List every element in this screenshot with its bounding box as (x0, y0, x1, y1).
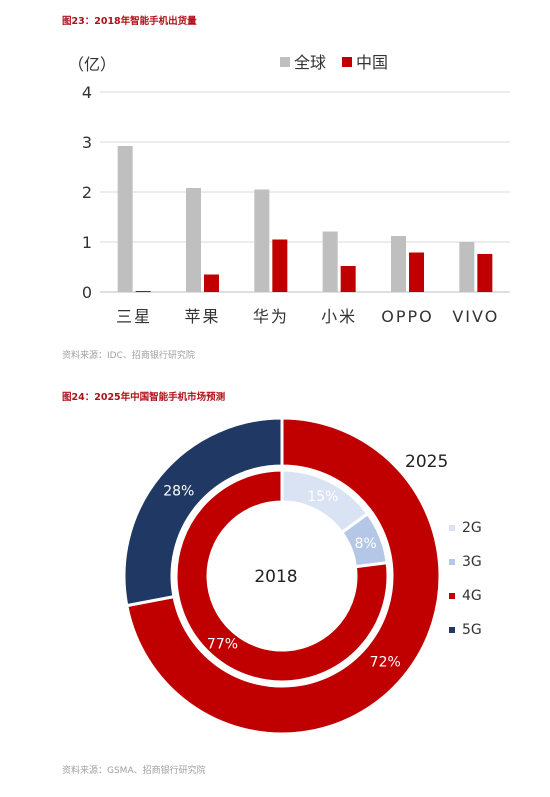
legend-label: 中国 (356, 53, 388, 72)
y-axis-label: （亿） (68, 55, 116, 74)
figure-23-source: 资料来源：IDC、招商银行研究院 (62, 351, 195, 361)
legend-swatch (449, 627, 455, 633)
bar-global (117, 146, 133, 292)
bar-global (391, 236, 406, 292)
x-tick-label: 三星 (116, 307, 152, 326)
legend-label: 3G (462, 554, 482, 570)
inner-ring-label: 2018 (254, 567, 297, 587)
x-tick-label: OPPO (381, 307, 433, 326)
legend-label: 2G (462, 520, 482, 536)
outer-ring-segment (125, 416, 442, 736)
y-tick-label: 2 (82, 183, 92, 202)
legend-label: 5G (462, 622, 482, 638)
bar-china (409, 252, 424, 292)
bar-china (477, 254, 493, 292)
outer-ring-label: 2025 (405, 452, 448, 472)
y-tick-label: 4 (82, 83, 92, 102)
inner-ring-value-label: 8% (355, 536, 377, 552)
bar-global (254, 189, 270, 292)
bar-global (459, 242, 475, 292)
inner-ring-value-label: 15% (307, 489, 338, 505)
legend-swatch (449, 559, 455, 565)
outer-ring-segment (122, 416, 284, 608)
y-tick-label: 1 (82, 233, 92, 252)
outer-ring-value-label: 28% (163, 484, 194, 500)
outer-ring-value-label: 72% (370, 654, 401, 670)
figure-24-source: 资料来源：GSMA、招商银行研究院 (62, 766, 206, 776)
legend-swatch (342, 57, 352, 67)
bar-china (340, 266, 356, 292)
x-tick-label: VIVO (452, 307, 499, 326)
x-tick-label: 苹果 (184, 307, 220, 326)
bar-chart: 0 1 2 3 4 （亿） 三星 苹果 华为 小米 OPPO VIVO 全球 中国 (68, 53, 510, 326)
bar-global (186, 188, 201, 292)
bar-global (322, 231, 338, 292)
x-tick-label: 华为 (253, 307, 289, 326)
bar-china (272, 239, 288, 292)
inner-ring-segment (174, 468, 390, 684)
legend-swatch (280, 57, 290, 67)
figure-24-title: 图24：2025年中国智能手机市场预测 (62, 392, 226, 403)
y-tick-label: 3 (82, 133, 92, 152)
legend-label: 全球 (294, 53, 326, 72)
figure-23-title: 图23：2018年智能手机出货量 (62, 16, 197, 27)
legend-swatch (449, 525, 455, 531)
bar-china (135, 291, 151, 292)
inner-ring-value-label: 77% (207, 637, 238, 653)
bar-china (204, 274, 219, 292)
legend-label: 4G (462, 588, 482, 604)
x-tick-label: 小米 (321, 307, 357, 326)
y-tick-label: 0 (82, 283, 92, 302)
legend-swatch (449, 593, 455, 599)
